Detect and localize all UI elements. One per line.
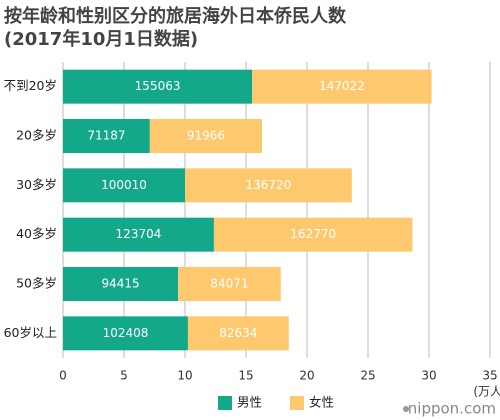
x-tick-label: 35 — [482, 369, 497, 383]
value-label: 71187 — [87, 129, 125, 143]
x-tick-label: 5 — [120, 369, 128, 383]
watermark-icon — [403, 406, 409, 412]
bar-segment — [63, 168, 186, 203]
watermark: nippon.com — [408, 400, 496, 418]
bar-segment — [63, 69, 253, 104]
x-unit-label: (万人) — [473, 385, 500, 399]
value-label: 162770 — [290, 227, 336, 241]
y-tick-label: 50多岁 — [16, 276, 57, 291]
bar-segment — [178, 267, 281, 301]
bar-segment — [63, 119, 150, 153]
value-label: 155063 — [135, 79, 181, 93]
bar-segment — [63, 316, 188, 351]
chart-title: 按年龄和性别区分的旅居海外日本侨民人数 — [4, 5, 347, 27]
x-tick-label: 20 — [299, 369, 314, 383]
value-label: 91966 — [187, 129, 225, 143]
value-label: 136720 — [246, 178, 292, 192]
value-label: 84071 — [210, 277, 248, 291]
value-label: 100010 — [101, 178, 147, 192]
bar-segment — [213, 217, 413, 252]
value-label: 147022 — [319, 79, 365, 93]
x-tick-label: 15 — [238, 369, 253, 383]
y-tick-label: 60岁以上 — [4, 325, 57, 340]
x-tick-label: 30 — [421, 369, 436, 383]
x-tick-label: 0 — [59, 369, 67, 383]
chart-subtitle: (2017年10月1日数据) — [4, 28, 198, 50]
y-tick-label: 不到20岁 — [4, 78, 57, 93]
bar-segment — [63, 217, 214, 252]
bar-segment — [185, 168, 352, 203]
bar-segment — [252, 69, 432, 104]
legend-label: 女性 — [309, 395, 334, 410]
bar-segment — [63, 267, 179, 301]
x-tick-label: 10 — [177, 369, 192, 383]
value-label: 123704 — [116, 227, 162, 241]
y-tick-label: 30多岁 — [16, 177, 57, 192]
y-tick-label: 40多岁 — [16, 226, 57, 241]
x-tick-label: 25 — [360, 369, 375, 383]
legend-swatch — [218, 396, 232, 410]
bar-segment — [149, 119, 263, 153]
legend-swatch — [290, 396, 304, 410]
bar-segment — [187, 316, 289, 351]
value-label: 102408 — [103, 326, 149, 340]
y-tick-label: 20多岁 — [16, 128, 57, 143]
value-label: 94415 — [101, 277, 139, 291]
value-label: 82634 — [219, 326, 257, 340]
legend-label: 男性 — [237, 395, 262, 410]
